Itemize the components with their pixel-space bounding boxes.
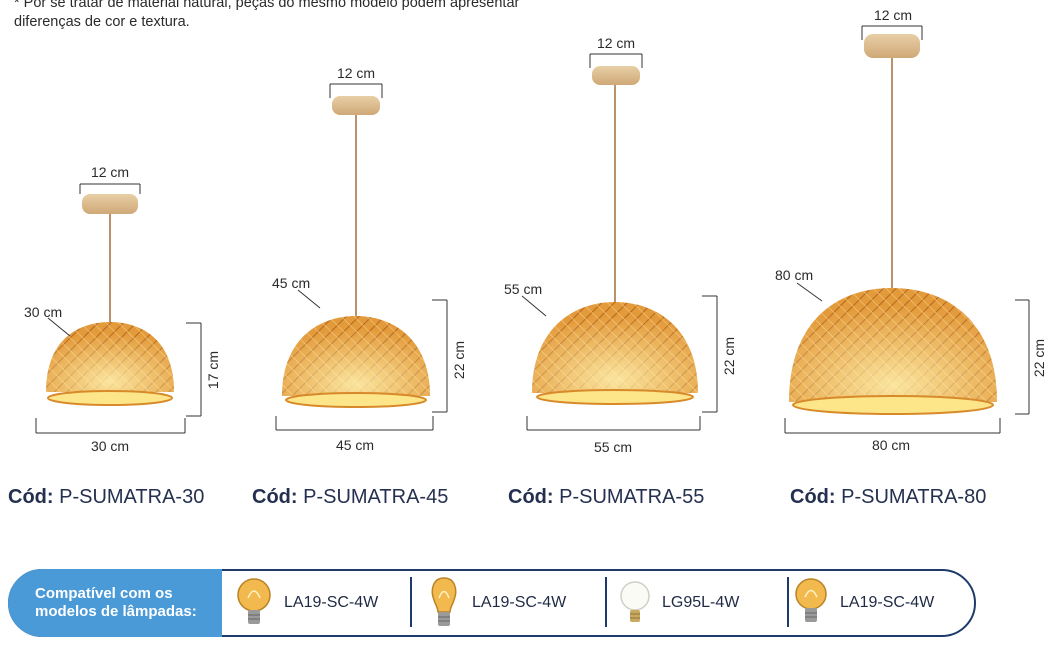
width-dim: 55 cm: [594, 439, 632, 455]
bulb-model: LA19-SC-4W: [284, 594, 379, 611]
bulb-model: LG95L-4W: [662, 594, 740, 611]
canopy: [864, 34, 920, 58]
product-code-45: Cód: P-SUMATRA-45: [252, 486, 449, 508]
canopy-dim: 12 cm: [597, 35, 635, 51]
lamp-sumatra-80: 12 cm 80 cm 22 cm 80 cm: [775, 7, 1047, 453]
divider: [787, 577, 789, 627]
canopy-dim: 12 cm: [874, 7, 912, 23]
material-note: * Por se tratar de material natural, peç…: [14, 0, 520, 30]
height-dim: 22 cm: [451, 341, 467, 379]
width-dim: 45 cm: [336, 437, 374, 453]
divider: [410, 577, 412, 627]
bulb-item: LA19-SC-4W: [428, 574, 566, 632]
lamp-sumatra-55: 12 cm 55 cm 22 cm 55 cm: [504, 35, 737, 455]
canopy: [332, 96, 380, 115]
product-code-80: Cód: P-SUMATRA-80: [790, 486, 987, 508]
globe-white-bulb-icon: [620, 581, 650, 622]
canopy-dim: 12 cm: [91, 164, 129, 180]
product-code-30: Cód: P-SUMATRA-30: [8, 486, 205, 508]
bulb-model: LA19-SC-4W: [472, 594, 567, 611]
bulb-model: LA19-SC-4W: [840, 594, 935, 611]
height-dim: 22 cm: [1031, 339, 1047, 377]
canopy: [592, 66, 640, 85]
bulb-item: LG95L-4W: [620, 574, 739, 632]
globe-amber-bulb-icon: [237, 578, 271, 624]
bulb-item: LA19-SC-4W: [236, 574, 378, 632]
canopy-dim: 12 cm: [337, 65, 375, 81]
bulb-item: LA19-SC-4W: [794, 574, 934, 632]
lamp-diagrams: 12 cm 30 cm 17 cm 30 cm 12 cm 45 cm 22 c…: [24, 7, 1047, 455]
canopy: [82, 194, 138, 214]
compatible-label: Compatível com os modelos de lâmpadas:: [8, 569, 222, 637]
diameter-callout: 45 cm: [272, 275, 310, 291]
divider: [605, 577, 607, 627]
diameter-callout: 80 cm: [775, 267, 813, 283]
diameter-callout: 55 cm: [504, 281, 542, 297]
lamp-sumatra-30: 12 cm 30 cm 17 cm 30 cm: [24, 164, 221, 454]
pear-amber-bulb-icon: [431, 577, 457, 626]
globe-amber-bulb-icon: [795, 578, 827, 622]
width-dim: 30 cm: [91, 438, 129, 454]
diameter-callout: 30 cm: [24, 304, 62, 320]
product-code-55: Cód: P-SUMATRA-55: [508, 486, 705, 508]
width-dim: 80 cm: [872, 437, 910, 453]
height-dim: 22 cm: [721, 337, 737, 375]
lamp-sumatra-45: 12 cm 45 cm 22 cm 45 cm: [272, 65, 467, 453]
height-dim: 17 cm: [205, 351, 221, 389]
